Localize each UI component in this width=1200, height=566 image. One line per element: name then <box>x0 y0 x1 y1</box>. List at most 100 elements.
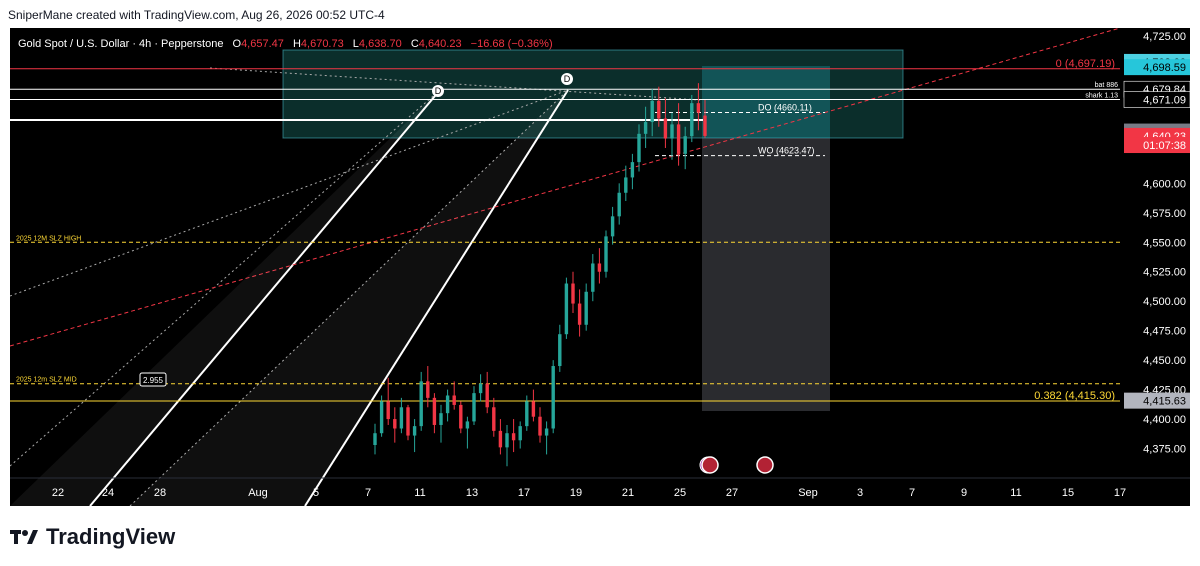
candle[interactable] <box>670 112 674 160</box>
candle[interactable] <box>696 83 701 131</box>
price-tag: 01:07:38 <box>1124 137 1190 154</box>
candle[interactable] <box>643 106 648 148</box>
candle[interactable] <box>610 206 615 245</box>
candle[interactable] <box>511 419 516 453</box>
us-event-flag-1[interactable] <box>699 456 719 474</box>
candle[interactable] <box>630 153 635 190</box>
x-tick-label: Sep <box>798 487 818 499</box>
candle[interactable] <box>584 283 588 331</box>
d-marker-2-label: D <box>564 74 571 84</box>
candle[interactable] <box>426 366 430 408</box>
svg-text:4,698.59: 4,698.59 <box>1143 62 1186 74</box>
candle[interactable] <box>373 423 377 455</box>
chart-frame[interactable]: 0 (4,697.19) 0.382 (4,415.30) bat 886 shark… <box>9 27 1191 507</box>
x-tick-label: 22 <box>52 487 64 499</box>
chart-caption: SniperMane created with TradingView.com,… <box>8 8 385 22</box>
x-tick-label: 11 <box>1010 487 1021 499</box>
price-tag: 4,698.59 <box>1124 59 1190 76</box>
candle[interactable] <box>439 404 443 443</box>
candle[interactable] <box>393 407 397 443</box>
symbol-legend[interactable]: Gold Spot / U.S. Dollar · 4h · Peppersto… <box>18 38 553 50</box>
candle[interactable] <box>591 254 595 302</box>
price-tag: 4,671.09 <box>1123 91 1191 108</box>
svg-text:4,671.09: 4,671.09 <box>1143 95 1186 107</box>
trend-line-red <box>9 27 1121 347</box>
candle[interactable] <box>650 89 654 137</box>
weekly-open-label: WO (4623.47) <box>758 146 815 156</box>
x-tick-label: Aug <box>248 487 268 499</box>
candle[interactable] <box>544 421 549 455</box>
slz-mid-label: 2025 12m SLZ MID <box>16 377 77 384</box>
candle[interactable] <box>452 381 456 410</box>
candle[interactable] <box>518 421 522 449</box>
candle[interactable] <box>478 374 483 402</box>
x-tick-label: 15 <box>1062 487 1074 499</box>
candle[interactable] <box>624 165 628 202</box>
candle[interactable] <box>597 248 602 284</box>
candle[interactable] <box>459 401 463 434</box>
candle[interactable] <box>604 230 608 278</box>
candle[interactable] <box>432 393 437 434</box>
d-marker-1-label: D <box>435 86 442 96</box>
supply-zone <box>282 49 904 139</box>
tradingview-logo-icon <box>10 530 38 544</box>
y-tick-label: 4,500.00 <box>1143 296 1186 308</box>
candle[interactable] <box>571 271 575 313</box>
d-marker-1[interactable]: D <box>432 85 444 97</box>
candle[interactable] <box>485 371 489 414</box>
candle[interactable] <box>690 94 694 143</box>
shark-113-label: shark 1.13 <box>1085 93 1118 100</box>
tradingview-brand[interactable]: TradingView <box>10 524 175 550</box>
x-tick-label: 11 <box>414 487 425 499</box>
y-tick-label: 4,375.00 <box>1143 444 1186 456</box>
projection-dotted-2 <box>9 89 569 297</box>
candle[interactable] <box>531 389 536 422</box>
candle[interactable] <box>412 419 417 453</box>
y-tick-label: 4,600.00 <box>1143 178 1186 190</box>
d-marker-2[interactable]: D <box>561 73 573 85</box>
slz-high-label: 2025 12M SLZ HIGH <box>16 235 81 242</box>
x-tick-label: 13 <box>466 487 478 499</box>
price-chart[interactable]: 0 (4,697.19) 0.382 (4,415.30) bat 886 shark… <box>9 27 1191 507</box>
candle[interactable] <box>505 424 509 467</box>
x-tick-label: 7 <box>365 487 371 499</box>
candle[interactable] <box>637 124 641 172</box>
candle[interactable] <box>465 416 470 449</box>
y-tick-label: 4,575.00 <box>1143 208 1186 220</box>
candle[interactable] <box>558 324 562 372</box>
candle[interactable] <box>379 395 384 437</box>
projection-dotted-1 <box>9 89 441 467</box>
legend-symbol: Gold Spot / U.S. Dollar · 4h · Peppersto… <box>18 38 223 50</box>
pattern-wedge-2 <box>130 90 568 506</box>
candle[interactable] <box>564 277 569 339</box>
candle[interactable] <box>657 86 661 127</box>
candle[interactable] <box>419 371 423 431</box>
candle[interactable] <box>663 98 668 148</box>
candle[interactable] <box>492 397 496 437</box>
candle[interactable] <box>683 126 687 170</box>
x-tick-label: 3 <box>857 487 863 499</box>
y-tick-label: 4,725.00 <box>1143 31 1186 43</box>
price-tag: 4,415.63 <box>1124 392 1190 409</box>
candle[interactable] <box>703 99 707 138</box>
y-tick-label: 4,475.00 <box>1143 326 1186 338</box>
x-tick-label: 9 <box>961 487 967 499</box>
candle[interactable] <box>577 289 582 337</box>
candle[interactable] <box>445 389 450 422</box>
us-event-flag-2[interactable] <box>756 456 774 474</box>
projection-box <box>702 138 830 411</box>
candle[interactable] <box>399 397 404 434</box>
candle[interactable] <box>472 386 476 425</box>
candle[interactable] <box>617 183 621 225</box>
svg-text:01:07:38: 01:07:38 <box>1143 140 1186 152</box>
candle[interactable] <box>406 404 410 441</box>
candle[interactable] <box>551 360 555 434</box>
y-tick-label: 4,400.00 <box>1143 414 1186 426</box>
pattern-leg-2 <box>304 89 569 507</box>
candle[interactable] <box>525 395 529 431</box>
candle[interactable] <box>498 419 503 455</box>
candle[interactable] <box>538 407 542 443</box>
brand-name: TradingView <box>46 524 176 549</box>
candle[interactable] <box>676 103 681 166</box>
candle[interactable] <box>386 377 390 425</box>
